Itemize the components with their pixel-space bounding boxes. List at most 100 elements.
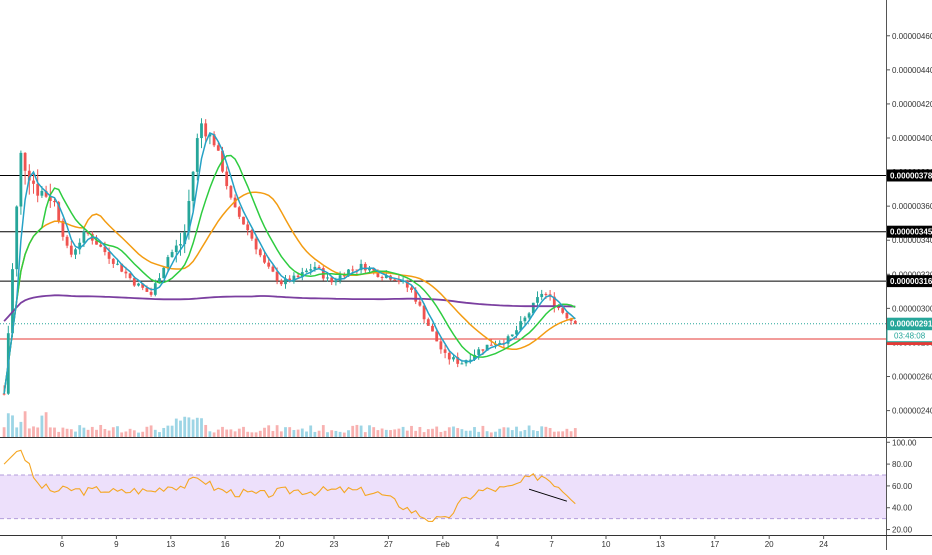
candle-body[interactable] — [183, 232, 187, 245]
candle-body[interactable] — [376, 270, 380, 277]
candle-body[interactable] — [342, 275, 346, 277]
candle-body[interactable] — [15, 206, 19, 270]
candle-body[interactable] — [204, 123, 208, 137]
candle-body[interactable] — [237, 207, 241, 217]
candle-body[interactable] — [510, 334, 514, 337]
candle-body[interactable] — [11, 269, 14, 334]
candle-body[interactable] — [275, 271, 279, 281]
time-axis[interactable]: 6 9 13 16 20 23 27 Feb 4 7 10 13 17 20 24 — [0, 535, 932, 549]
candle-body[interactable] — [447, 352, 451, 360]
candle-body[interactable] — [473, 354, 476, 360]
candle-body[interactable] — [519, 321, 523, 331]
candle-body[interactable] — [258, 249, 262, 256]
candle-body[interactable] — [216, 145, 220, 151]
candle-body[interactable] — [456, 357, 460, 364]
candle-body[interactable] — [485, 344, 489, 351]
candle-body[interactable] — [263, 255, 266, 263]
candle-body[interactable] — [481, 349, 485, 351]
candle-body[interactable] — [124, 271, 128, 274]
candle-body[interactable] — [565, 312, 569, 319]
candle-body[interactable] — [44, 190, 48, 197]
candle-body[interactable] — [74, 249, 77, 255]
candle-body[interactable] — [36, 183, 40, 196]
candle-body[interactable] — [132, 278, 136, 286]
candle-body[interactable] — [292, 275, 296, 282]
candle-body[interactable] — [552, 296, 556, 307]
candle-body[interactable] — [414, 290, 418, 302]
candle-body[interactable] — [326, 277, 329, 279]
candle-body[interactable] — [531, 302, 535, 314]
candle-body[interactable] — [111, 258, 115, 264]
candle-body[interactable] — [452, 357, 455, 360]
ma-slow-line[interactable] — [3, 191, 576, 394]
candle-body[interactable] — [468, 359, 472, 361]
candle-body[interactable] — [418, 301, 422, 306]
candle-body[interactable] — [351, 269, 355, 271]
candle-body[interactable] — [174, 245, 178, 253]
candle-body[interactable] — [166, 257, 170, 268]
candle-body[interactable] — [170, 252, 174, 258]
rsi-divergence-line[interactable] — [528, 488, 568, 502]
candle-body[interactable] — [99, 244, 103, 247]
candle-body[interactable] — [561, 308, 565, 313]
candle-body[interactable] — [284, 278, 287, 285]
candle-body[interactable] — [317, 266, 321, 269]
candle-body[interactable] — [23, 152, 27, 171]
candle-body[interactable] — [431, 325, 434, 332]
candle-body[interactable] — [162, 267, 166, 279]
candle-body[interactable] — [506, 336, 510, 344]
candles[interactable] — [2, 118, 577, 396]
candle-body[interactable] — [32, 180, 35, 184]
candle-body[interactable] — [95, 240, 98, 245]
candle-body[interactable] — [443, 349, 447, 353]
candle-body[interactable] — [27, 170, 31, 181]
candle-body[interactable] — [536, 297, 539, 303]
candle-body[interactable] — [242, 216, 245, 225]
candle-body[interactable] — [405, 281, 409, 288]
candle-body[interactable] — [82, 231, 86, 243]
candle-body[interactable] — [158, 278, 161, 284]
candle-body[interactable] — [200, 123, 203, 139]
candle-body[interactable] — [271, 266, 275, 272]
candle-body[interactable] — [305, 270, 308, 273]
candle-body[interactable] — [149, 291, 153, 295]
candle-body[interactable] — [279, 280, 283, 285]
candle-body[interactable] — [179, 244, 182, 246]
ma-fast-line[interactable] — [3, 132, 576, 394]
candle-body[interactable] — [250, 230, 254, 239]
candle-body[interactable] — [527, 313, 531, 318]
candle-body[interactable] — [57, 202, 61, 221]
candle-body[interactable] — [233, 197, 237, 208]
candle-body[interactable] — [540, 293, 544, 298]
candle-body[interactable] — [116, 263, 119, 265]
candle-body[interactable] — [309, 269, 313, 271]
candle-body[interactable] — [208, 134, 212, 137]
candle-body[interactable] — [338, 275, 342, 281]
candle-body[interactable] — [435, 331, 439, 342]
candle-body[interactable] — [107, 252, 111, 259]
candle-body[interactable] — [330, 277, 334, 283]
candle-body[interactable] — [393, 279, 397, 281]
candle-body[interactable] — [254, 238, 258, 250]
candle-body[interactable] — [397, 280, 401, 282]
candle-body[interactable] — [267, 262, 271, 267]
candle-body[interactable] — [288, 278, 292, 282]
candle-body[interactable] — [296, 275, 300, 278]
candle-body[interactable] — [191, 171, 195, 201]
candle-body[interactable] — [334, 280, 338, 283]
candle-body[interactable] — [355, 269, 359, 271]
candle-body[interactable] — [347, 269, 350, 277]
candle-body[interactable] — [246, 224, 250, 231]
candle-body[interactable] — [229, 186, 233, 198]
candle-body[interactable] — [141, 283, 145, 288]
rsi-line[interactable] — [3, 449, 576, 522]
candle-body[interactable] — [53, 200, 56, 203]
candle-body[interactable] — [225, 171, 229, 187]
candle-body[interactable] — [69, 245, 73, 255]
candle-body[interactable] — [120, 263, 124, 272]
candle-body[interactable] — [426, 319, 430, 326]
candle-body[interactable] — [128, 273, 132, 279]
candle-body[interactable] — [489, 344, 493, 346]
